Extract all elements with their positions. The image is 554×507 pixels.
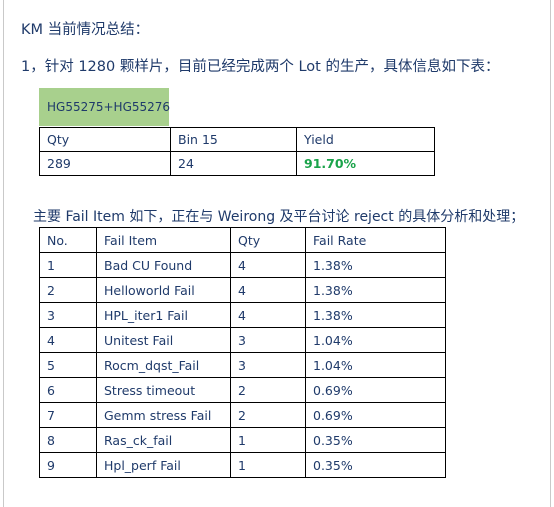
summary-value-yield: 91.70% xyxy=(296,151,435,176)
table-row: 7 Gemm stress Fail 2 0.69% xyxy=(39,402,446,428)
summary-header-row: Qty Bin 15 Yield xyxy=(39,127,435,152)
fail-item: Unitest Fail xyxy=(96,327,231,353)
summary-heading: KM 当前情况总结： xyxy=(21,22,150,38)
fail-qty: 3 xyxy=(230,352,306,378)
fail-table-header-row: No. Fail Item Qty Fail Rate xyxy=(39,227,446,253)
fail-header-rate: Fail Rate xyxy=(305,227,446,253)
fail-item-intro: 主要 Fail Item 如下，正在与 Weirong 及平台讨论 reject… xyxy=(33,209,525,225)
fail-qty: 4 xyxy=(230,277,306,303)
fail-no: 8 xyxy=(39,427,97,453)
fail-no: 9 xyxy=(39,452,97,478)
table-row: 6 Stress timeout 2 0.69% xyxy=(39,377,446,403)
fail-rate: 0.69% xyxy=(305,402,446,428)
fail-item: Ras_ck_fail xyxy=(96,427,231,453)
fail-qty: 4 xyxy=(230,252,306,278)
fail-rate: 0.35% xyxy=(305,427,446,453)
fail-rate: 0.69% xyxy=(305,377,446,403)
page-right-border xyxy=(550,0,551,507)
fail-no: 4 xyxy=(39,327,97,353)
fail-qty: 2 xyxy=(230,377,306,403)
fail-item: Helloworld Fail xyxy=(96,277,231,303)
fail-rate: 1.38% xyxy=(305,302,446,328)
summary-value-row: 289 24 91.70% xyxy=(39,151,435,176)
fail-rate: 1.04% xyxy=(305,327,446,353)
fail-item-table: No. Fail Item Qty Fail Rate 1 Bad CU Fou… xyxy=(39,227,446,478)
summary-value-qty: 289 xyxy=(39,151,171,176)
fail-item: Stress timeout xyxy=(96,377,231,403)
fail-item: Rocm_dqst_Fail xyxy=(96,352,231,378)
fail-header-no: No. xyxy=(39,227,97,253)
fail-no: 6 xyxy=(39,377,97,403)
table-row: 8 Ras_ck_fail 1 0.35% xyxy=(39,427,446,453)
fail-rate: 1.38% xyxy=(305,252,446,278)
fail-item: Gemm stress Fail xyxy=(96,402,231,428)
fail-rate: 0.35% xyxy=(305,452,446,478)
fail-no: 1 xyxy=(39,252,97,278)
fail-item: Bad CU Found xyxy=(96,252,231,278)
summary-header-qty: Qty xyxy=(39,127,171,152)
summary-value-bin15: 24 xyxy=(170,151,297,176)
fail-no: 7 xyxy=(39,402,97,428)
lot-tag: HG55275+HG55276 xyxy=(39,88,170,126)
page-left-border xyxy=(3,0,4,507)
fail-qty: 4 xyxy=(230,302,306,328)
fail-qty: 1 xyxy=(230,427,306,453)
production-status-line: 1，针对 1280 颗样片，目前已经完成两个 Lot 的生产，具体信息如下表： xyxy=(21,59,500,75)
table-row: 1 Bad CU Found 4 1.38% xyxy=(39,252,446,278)
fail-qty: 3 xyxy=(230,327,306,353)
table-row: 2 Helloworld Fail 4 1.38% xyxy=(39,277,446,303)
fail-header-qty: Qty xyxy=(230,227,306,253)
fail-rate: 1.38% xyxy=(305,277,446,303)
fail-rate: 1.04% xyxy=(305,352,446,378)
table-row: 3 HPL_iter1 Fail 4 1.38% xyxy=(39,302,446,328)
table-row: 4 Unitest Fail 3 1.04% xyxy=(39,327,446,353)
fail-qty: 2 xyxy=(230,402,306,428)
fail-item: Hpl_perf Fail xyxy=(96,452,231,478)
fail-no: 5 xyxy=(39,352,97,378)
summary-table: Qty Bin 15 Yield 289 24 91.70% xyxy=(39,127,435,176)
summary-header-yield: Yield xyxy=(296,127,435,152)
table-row: 5 Rocm_dqst_Fail 3 1.04% xyxy=(39,352,446,378)
table-row: 9 Hpl_perf Fail 1 0.35% xyxy=(39,452,446,478)
fail-header-item: Fail Item xyxy=(96,227,231,253)
summary-header-bin15: Bin 15 xyxy=(170,127,297,152)
fail-no: 3 xyxy=(39,302,97,328)
fail-item: HPL_iter1 Fail xyxy=(96,302,231,328)
fail-no: 2 xyxy=(39,277,97,303)
fail-qty: 1 xyxy=(230,452,306,478)
